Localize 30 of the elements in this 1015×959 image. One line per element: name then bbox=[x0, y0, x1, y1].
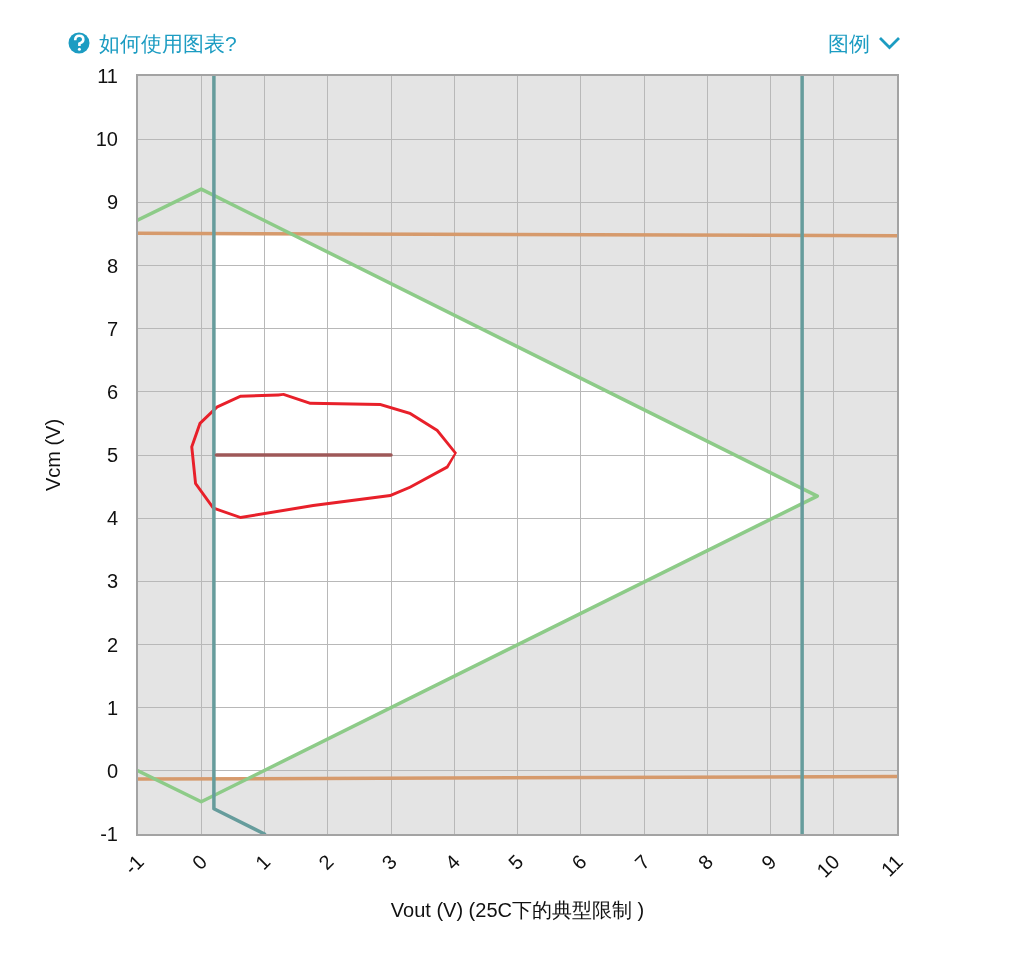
y-tick-label: 10 bbox=[95, 128, 118, 151]
x-tick-label: 1 bbox=[250, 850, 275, 874]
x-tick-label: 7 bbox=[630, 850, 654, 874]
y-tick-label: 6 bbox=[106, 380, 118, 403]
x-tick-label: 11 bbox=[876, 850, 907, 881]
y-tick-label: 3 bbox=[106, 570, 118, 593]
x-tick-label: 8 bbox=[693, 850, 718, 874]
y-tick-label: 7 bbox=[106, 317, 118, 340]
y-tick-label: 5 bbox=[106, 444, 118, 466]
text: 如何使用图表? bbox=[99, 32, 237, 55]
x-axis-title: Vout (V) (25C下的典型限制 ) bbox=[390, 898, 645, 921]
y-tick-label: 11 bbox=[97, 65, 118, 87]
y-tick-label: 1 bbox=[106, 696, 118, 719]
x-tick-label: 10 bbox=[812, 850, 844, 882]
y-tick-label: 0 bbox=[106, 759, 118, 782]
x-tick-label: 5 bbox=[503, 850, 528, 874]
text: 图例 bbox=[828, 32, 870, 55]
y-tick-label: 4 bbox=[106, 507, 118, 530]
y-tick-label: 8 bbox=[106, 254, 118, 277]
y-tick-label: 2 bbox=[106, 633, 118, 656]
y-tick-label: 9 bbox=[106, 191, 118, 214]
x-tick-label: 3 bbox=[377, 850, 401, 874]
x-tick-label: 4 bbox=[440, 850, 465, 874]
x-tick-label: 0 bbox=[187, 850, 212, 874]
y-tick-label: -1 bbox=[100, 823, 118, 845]
x-tick-label: 9 bbox=[756, 850, 781, 874]
x-tick-label: 6 bbox=[567, 850, 591, 874]
y-axis-title: Vcm (V) bbox=[41, 418, 64, 492]
line-series bbox=[138, 187, 820, 804]
x-tick-label: 2 bbox=[314, 850, 338, 874]
